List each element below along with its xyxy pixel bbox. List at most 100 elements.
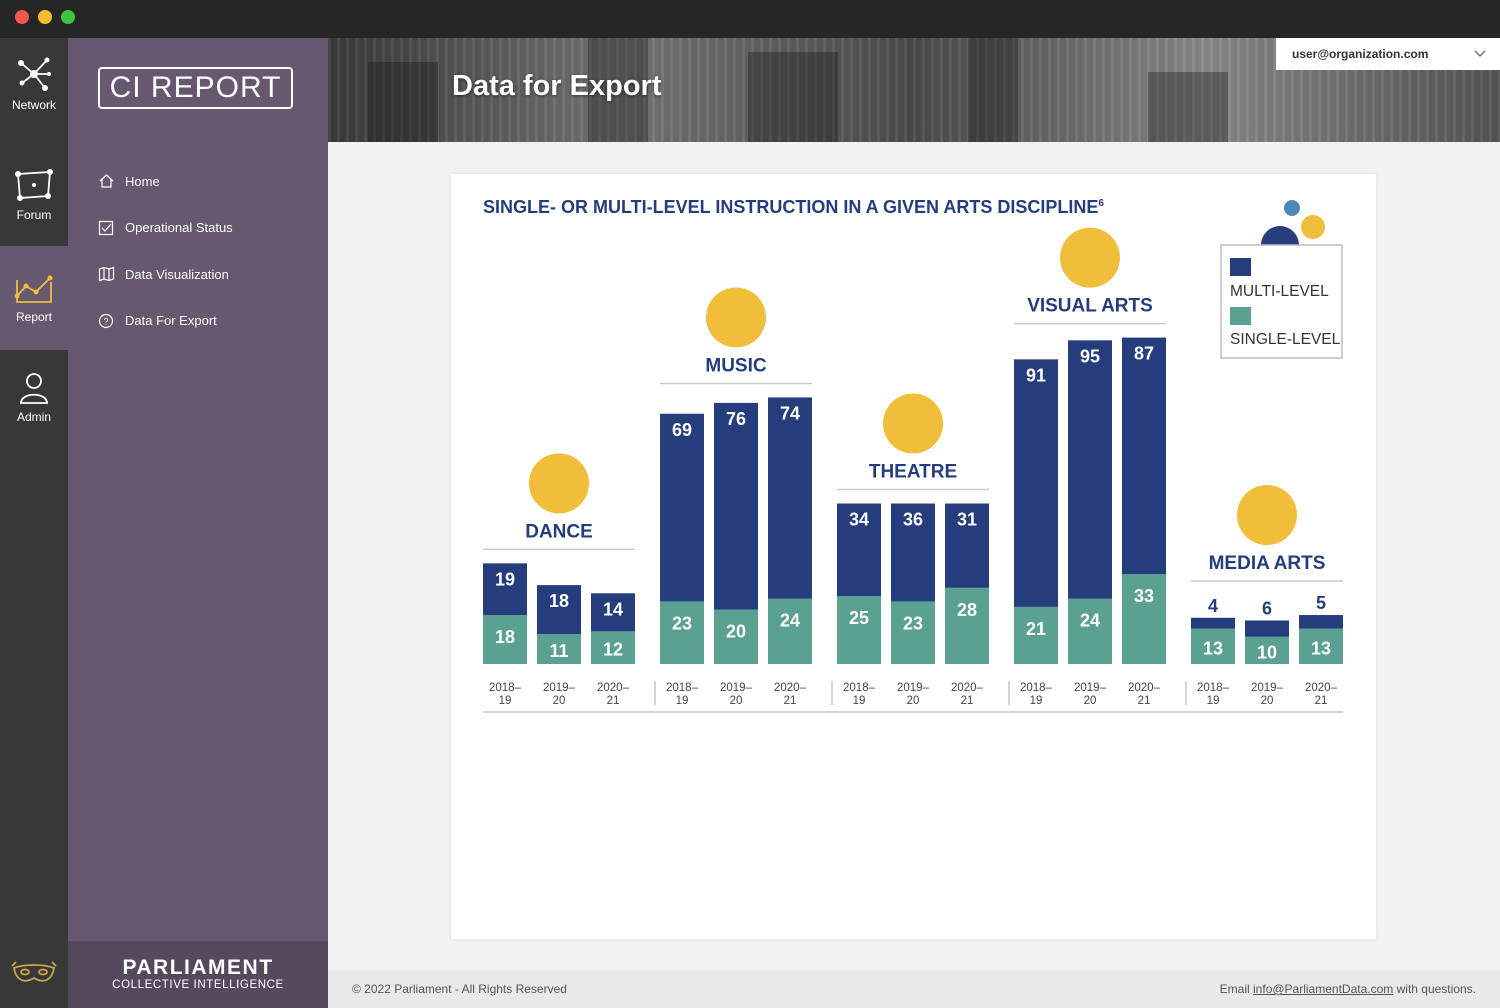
bar-single-level xyxy=(1191,628,1235,664)
bar-multi-level xyxy=(483,563,527,616)
rail-item-network[interactable]: Network xyxy=(0,54,68,124)
data-label: 28 xyxy=(957,600,977,620)
data-label: 10 xyxy=(1257,642,1277,662)
svg-text:?: ? xyxy=(103,316,108,326)
sidebar-item-label: Data For Export xyxy=(125,313,217,329)
x-tick-label: 2019– xyxy=(1074,682,1107,694)
data-label: 19 xyxy=(495,569,515,589)
arts-instruction-chart: SINGLE- OR MULTI-LEVEL INSTRUCTION IN A … xyxy=(483,197,1343,713)
data-label: 34 xyxy=(849,510,869,530)
x-tick-label: 2018– xyxy=(1020,682,1053,694)
legend-decoration xyxy=(1301,215,1325,239)
data-label: 18 xyxy=(495,627,515,647)
data-label: 13 xyxy=(1311,638,1331,658)
data-label: 20 xyxy=(726,622,746,642)
x-tick-label: 2018– xyxy=(1197,682,1230,694)
parliament-logo-subtitle: COLLECTIVE INTELLIGENCE xyxy=(112,979,284,991)
network-icon xyxy=(18,57,51,91)
contact-email-link[interactable]: info@ParliamentData.com xyxy=(1253,982,1394,996)
group-label: MEDIA ARTS xyxy=(1209,553,1326,574)
x-tick-label: 19 xyxy=(499,695,512,707)
checkbox-icon xyxy=(98,220,114,235)
legend-swatch-single-level xyxy=(1230,307,1251,325)
sidebar-item-label: Home xyxy=(125,173,160,189)
x-tick-label: 2020– xyxy=(1128,682,1161,694)
chevron-down-icon xyxy=(1474,50,1486,57)
data-label: 12 xyxy=(603,640,623,660)
data-label: 21 xyxy=(1026,619,1046,639)
data-label: 87 xyxy=(1134,344,1154,364)
forum-icon xyxy=(15,169,53,201)
group-label: MUSIC xyxy=(705,355,767,376)
data-label: 31 xyxy=(957,510,977,530)
minimize-window-button[interactable] xyxy=(38,10,52,24)
bar-multi-level xyxy=(1014,359,1058,607)
bar-single-level xyxy=(1122,574,1166,664)
x-tick-label: 21 xyxy=(1315,695,1328,707)
x-tick-label: 19 xyxy=(853,695,866,707)
parliament-logo: PARLIAMENT COLLECTIVE INTELLIGENCE xyxy=(68,941,328,1008)
contact-prefix: Email xyxy=(1219,982,1250,996)
data-label: 23 xyxy=(672,613,692,633)
rail-item-admin[interactable]: Admin xyxy=(0,370,68,440)
report-icon xyxy=(14,275,53,303)
x-tick-label: 20 xyxy=(553,695,566,707)
bar-single-level xyxy=(1068,598,1112,664)
help-circle-icon: ? xyxy=(98,313,114,328)
bar-multi-level xyxy=(1191,617,1235,629)
bar-single-level xyxy=(891,601,935,664)
legend-decoration xyxy=(1284,200,1300,216)
sidebar-item-data-for-export[interactable]: ? Data For Export xyxy=(98,298,233,345)
rail-item-label: Admin xyxy=(16,410,51,424)
sidebar-item-operational-status[interactable]: Operational Status xyxy=(98,205,233,252)
rail-item-label: Report xyxy=(15,310,53,324)
x-tick-label: 2020– xyxy=(1305,682,1338,694)
bar-multi-level xyxy=(1245,620,1289,637)
data-label: 69 xyxy=(672,420,692,440)
x-tick-label: 2019– xyxy=(1251,682,1284,694)
legend-decoration xyxy=(1261,226,1299,245)
x-tick-label: 21 xyxy=(961,695,974,707)
parliament-logo-title: PARLIAMENT xyxy=(122,956,274,979)
sidebar-item-label: Data Visualization xyxy=(125,266,229,282)
bar-single-level xyxy=(1245,636,1289,664)
bar-single-level xyxy=(483,615,527,664)
bar-multi-level xyxy=(537,585,581,635)
bar-single-level xyxy=(1014,606,1058,664)
bar-single-level xyxy=(837,596,881,664)
x-tick-label: 2020– xyxy=(597,682,630,694)
rail-item-report[interactable]: Report xyxy=(0,246,68,350)
data-label: 18 xyxy=(549,591,569,611)
data-label: 24 xyxy=(1080,611,1100,631)
data-label: 4 xyxy=(1208,596,1218,616)
bar-multi-level xyxy=(945,503,989,588)
maximize-window-button[interactable] xyxy=(61,10,75,24)
sidebar-item-home[interactable]: Home xyxy=(98,158,233,205)
x-tick-label: 19 xyxy=(1207,695,1220,707)
sidebar-item-data-visualization[interactable]: Data Visualization xyxy=(98,251,233,298)
legend-box xyxy=(1220,244,1343,359)
discipline-icon xyxy=(883,393,943,454)
rail-item-forum[interactable]: Forum xyxy=(0,162,68,246)
x-tick-label: 20 xyxy=(1261,695,1274,707)
x-tick-label: 2018– xyxy=(843,682,876,694)
home-icon xyxy=(99,174,114,188)
x-tick-label: 2020– xyxy=(951,682,984,694)
x-tick-label: 2020– xyxy=(774,682,807,694)
user-account-dropdown[interactable]: user@organization.com xyxy=(1276,38,1500,70)
bar-single-level xyxy=(660,601,704,664)
page-title: Data for Export xyxy=(452,70,662,102)
bar-multi-level xyxy=(837,503,881,596)
bar-single-level xyxy=(945,587,989,664)
x-tick-label: 20 xyxy=(730,695,743,707)
bar-multi-level xyxy=(660,413,704,602)
contact-suffix: with questions. xyxy=(1396,982,1476,996)
x-tick-label: 20 xyxy=(1084,695,1097,707)
sidebar-nav: Home Operational Status Data Visualizati… xyxy=(98,158,233,344)
window-titlebar xyxy=(0,0,1500,38)
contact-text: Email info@ParliamentData.com with quest… xyxy=(1220,982,1476,996)
data-label: 25 xyxy=(849,608,869,628)
admin-icon xyxy=(20,373,48,404)
data-label: 11 xyxy=(549,641,568,661)
close-window-button[interactable] xyxy=(15,10,29,24)
